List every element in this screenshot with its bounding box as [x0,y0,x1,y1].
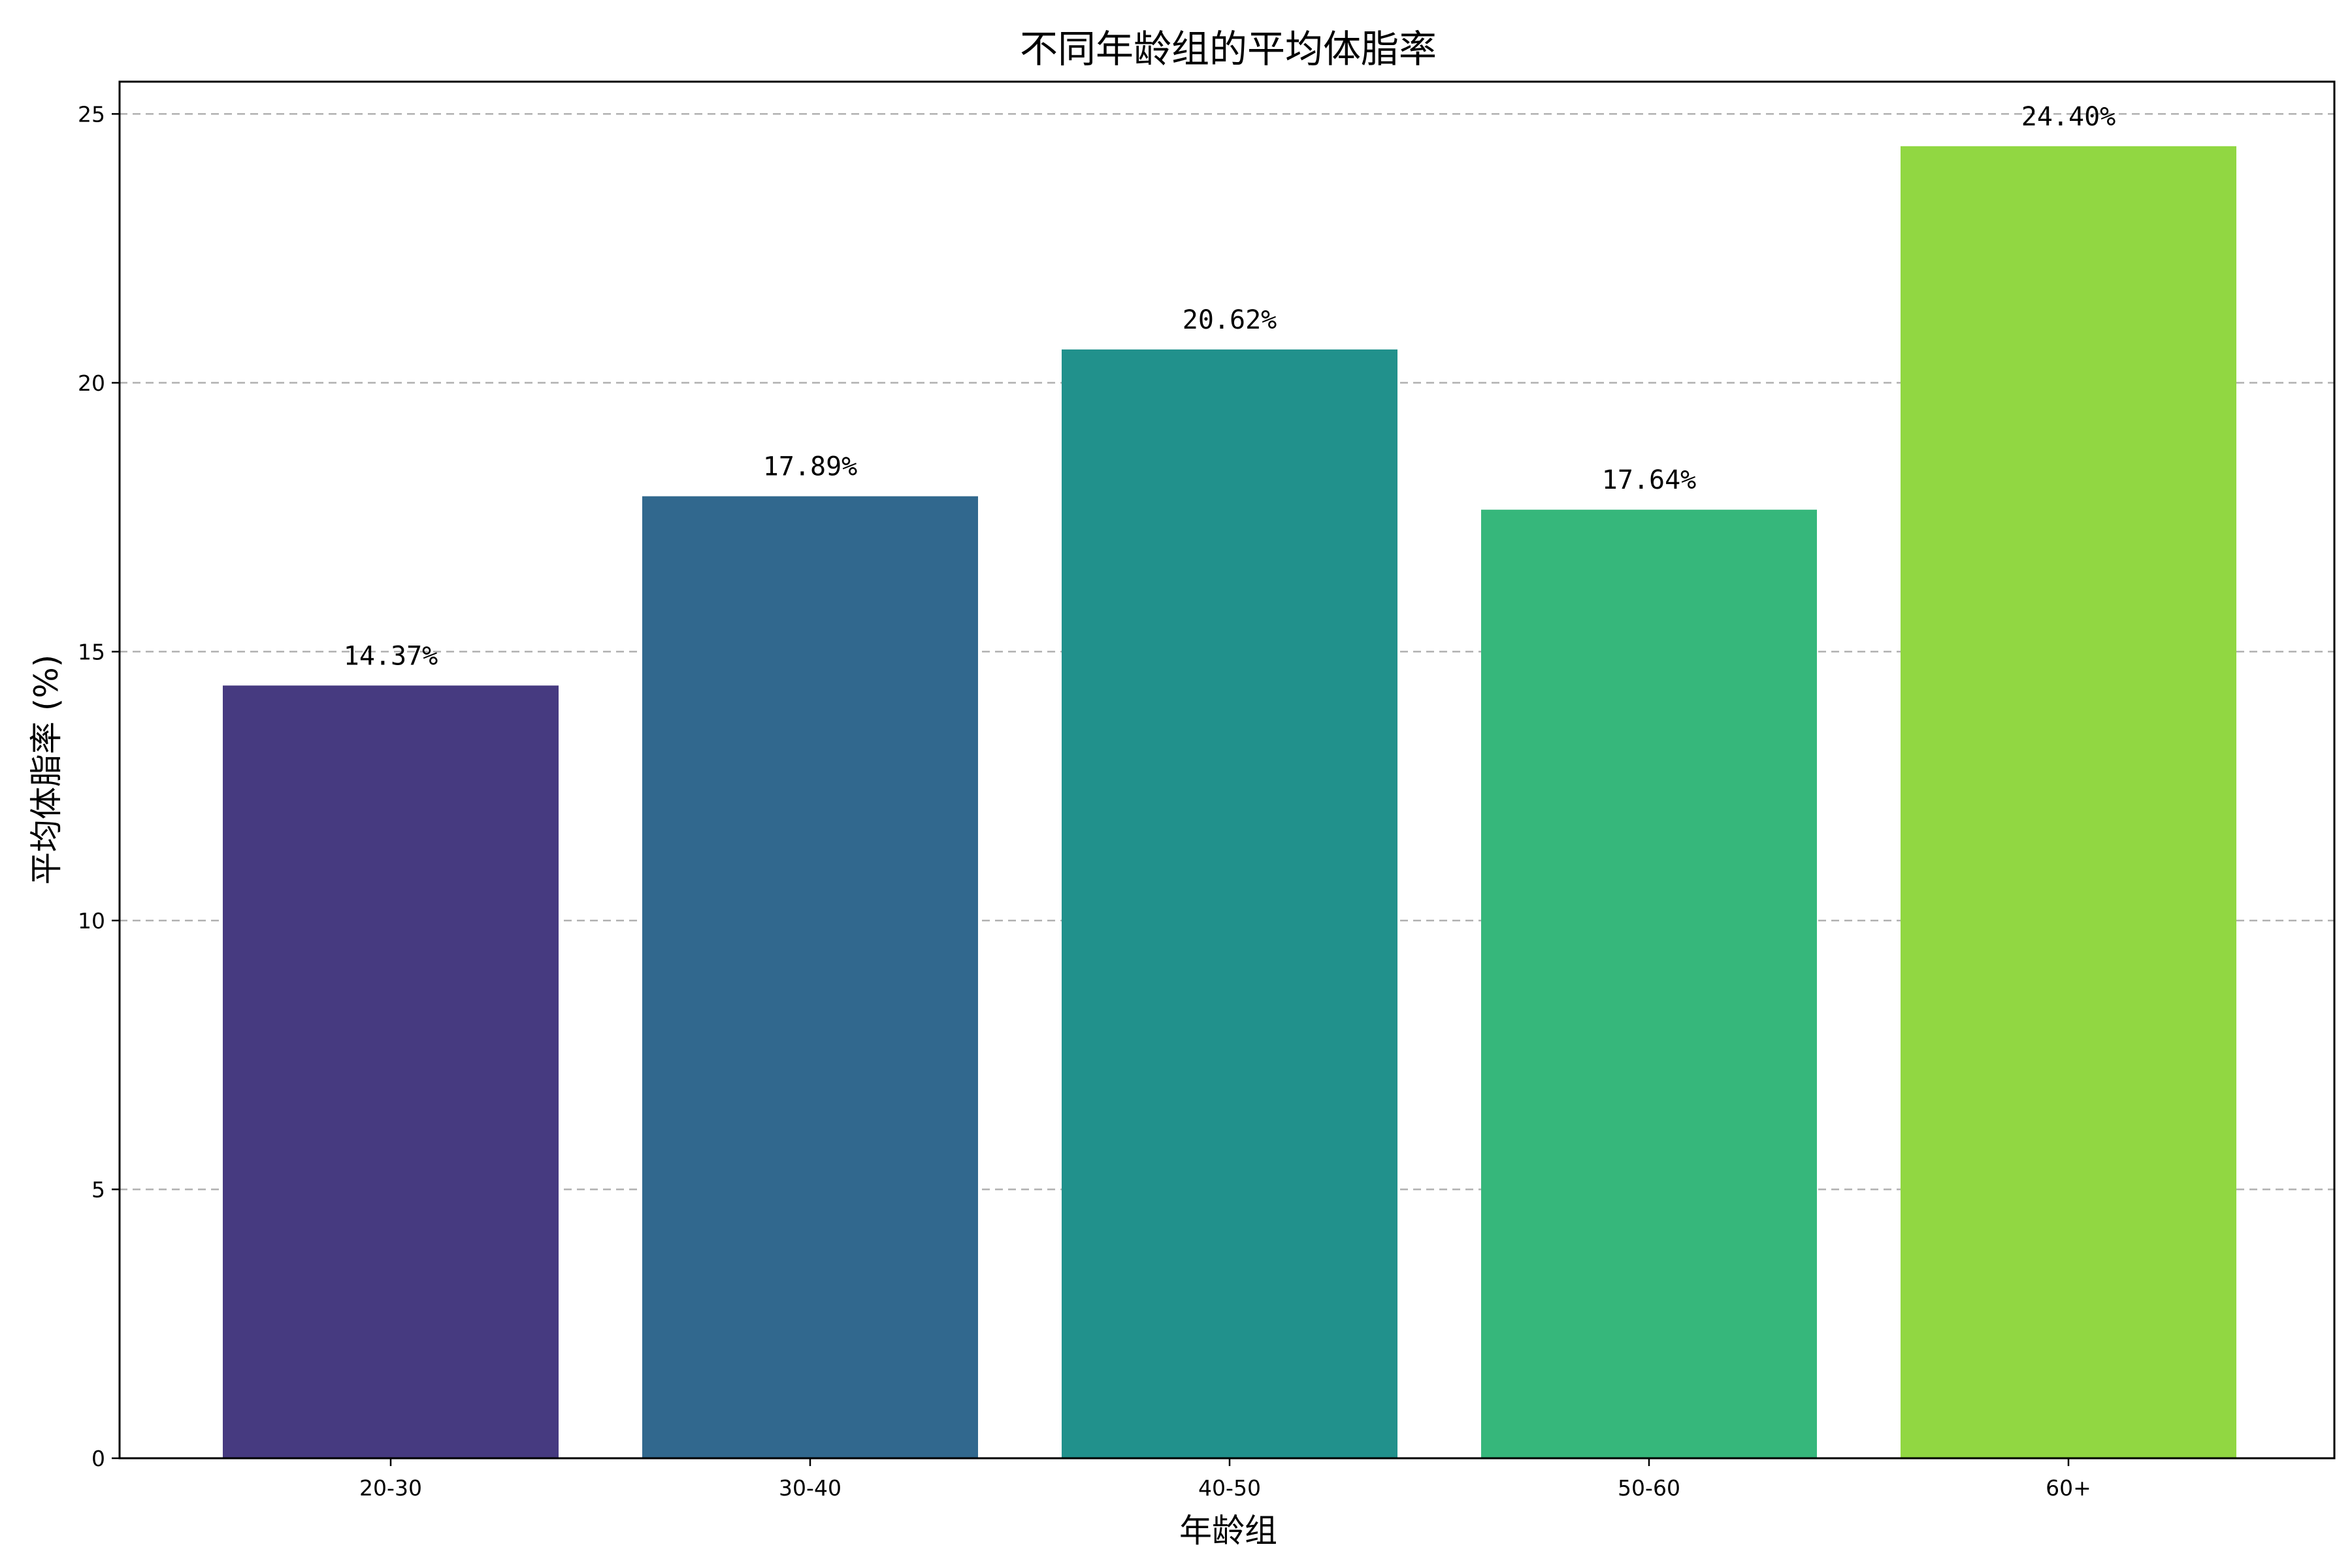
x-tick-label-30-40: 30-40 [779,1475,841,1501]
x-tick-label-60+: 60+ [2046,1475,2091,1501]
data-label-30-40: 17.89% [763,452,858,482]
data-labels: 14.37% 17.89% 20.62% 17.64% 24.40% [344,102,2116,672]
bar-50-60 [1481,510,1817,1459]
y-tick-label-0: 0 [91,1446,105,1471]
y-axis-label: 平均体脂率 (%) [27,655,65,885]
bar-30-40 [642,496,978,1459]
y-tick-label-1: 5 [91,1177,105,1202]
chart-title: 不同年龄组的平均体脂率 [1020,27,1437,71]
x-axis-ticks: 20-30 30-40 40-50 50-60 60+ [359,1458,2091,1501]
y-tick-label-3: 15 [78,639,105,664]
data-label-20-30: 14.37% [344,641,438,671]
x-axis-label: 年龄组 [1179,1512,1277,1550]
y-axis-ticks: 0 5 10 15 20 25 [78,101,120,1471]
data-label-40-50: 20.62% [1183,305,1277,335]
y-tick-label-5: 25 [78,101,105,127]
x-tick-label-40-50: 40-50 [1198,1475,1261,1501]
data-label-50-60: 17.64% [1602,465,1697,495]
x-tick-label-50-60: 50-60 [1618,1475,1680,1501]
bar-20-30 [223,685,559,1458]
y-tick-label-4: 20 [78,370,105,396]
bar-60+ [1901,146,2236,1458]
x-tick-label-20-30: 20-30 [359,1475,422,1501]
bars [223,146,2236,1459]
bar-40-50 [1062,349,1397,1458]
plot-frame [118,80,2336,1460]
data-label-60+: 24.40% [2021,102,2116,132]
y-tick-label-2: 10 [78,908,105,934]
